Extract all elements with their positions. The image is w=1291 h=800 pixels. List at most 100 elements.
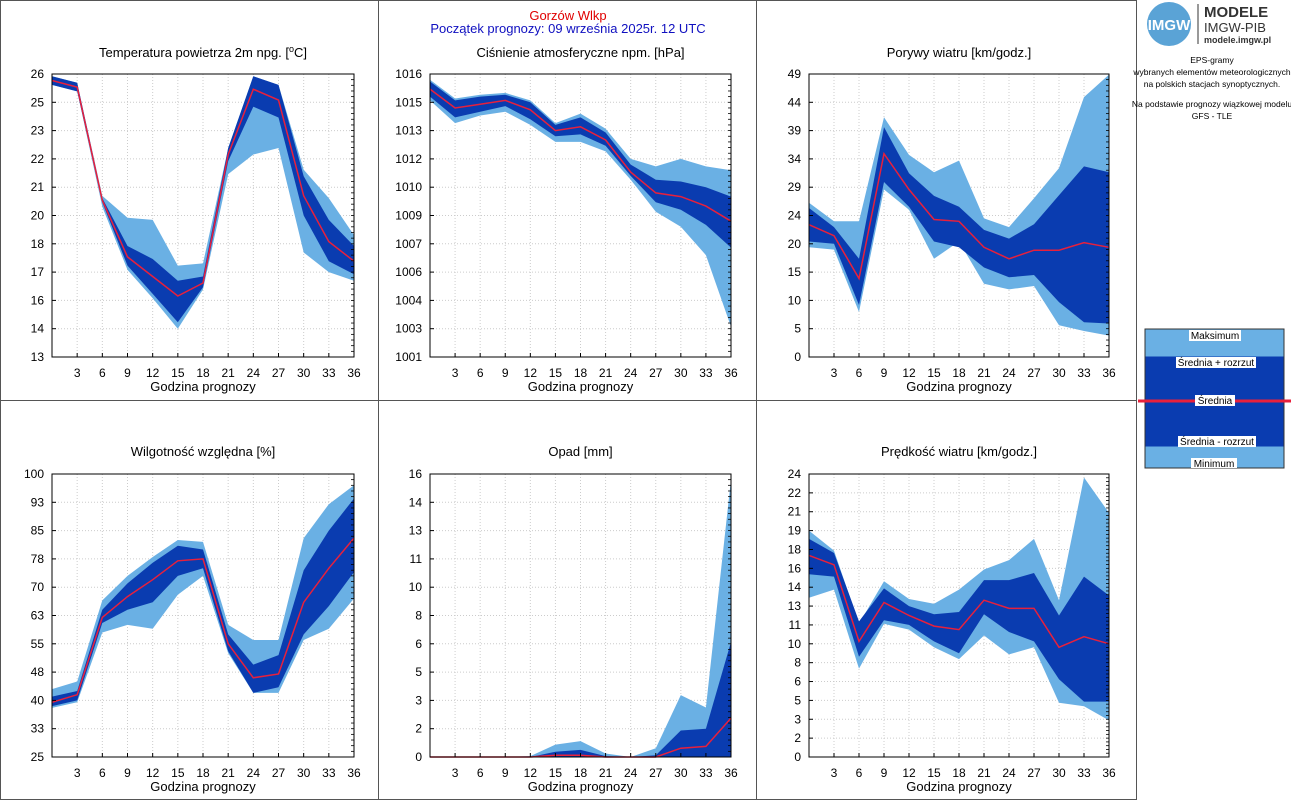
x-tick-label: 18 [574,766,588,780]
y-tick-label: 22 [788,486,802,500]
y-tick-label: 78 [31,552,45,566]
mean-line [51,537,355,704]
y-tick-label: 10 [788,637,802,651]
spread-band [809,127,1109,324]
y-tick-label: 29 [788,180,802,194]
chart-title: Ciśnienie atmosferyczne npm. [hPa] [476,45,684,60]
y-tick-label: 25 [31,95,45,109]
y-tick-label: 55 [31,637,45,651]
legend-plus-label: Średnia + rozrzut [1178,356,1255,369]
y-tick-label: 1001 [395,350,422,364]
x-tick-label: 36 [724,766,738,780]
x-tick-label: 12 [902,766,916,780]
chart-title: Prędkość wiatru [km/godz.] [881,444,1037,459]
y-tick-label: 25 [31,750,45,764]
y-tick-label: 0 [794,350,801,364]
x-tick-label: 15 [171,366,185,380]
x-tick-label: 12 [524,766,538,780]
y-tick-label: 14 [31,322,45,336]
x-tick-label: 27 [272,766,286,780]
x-tick-label: 36 [724,366,738,380]
legend-min-label: Minimum [1194,459,1235,470]
legend-max-label: Maksimum [1191,331,1239,342]
minmax-band [809,477,1109,721]
x-tick-label: 24 [247,366,261,380]
spread-band [52,76,354,323]
x-tick-label: 30 [1052,766,1066,780]
y-tick-label: 100 [24,467,44,481]
x-tick-label: 15 [927,366,941,380]
x-tick-label: 36 [347,366,361,380]
imgw-logo: IMGW MODELE IMGW-PIB modele.imgw.pl [1147,2,1271,46]
x-tick-label: 18 [952,766,966,780]
legend-min-band [1145,446,1284,468]
x-tick-label: 9 [881,366,888,380]
x-tick-label: 3 [74,766,81,780]
chart-panel: 3 6 9 12 15 18 21 24 27 30 33 360235681011131416181… [788,444,1116,794]
y-tick-label: 5 [794,693,801,707]
x-tick-label: 27 [272,366,286,380]
y-tick-label: 17 [31,265,45,279]
y-tick-label: 26 [31,67,45,81]
x-tick-label: 15 [171,766,185,780]
y-tick-label: 14 [788,580,802,594]
y-tick-label: 13 [409,524,423,538]
y-tick-label: 0 [794,750,801,764]
logo-letters: IMGW [1148,17,1191,34]
x-tick-label: 9 [502,766,509,780]
x-tick-label: 12 [146,766,160,780]
x-tick-label: 6 [99,766,106,780]
x-tick-label: 24 [624,366,638,380]
x-tick-label: 12 [524,366,538,380]
y-tick-label: 1012 [395,152,422,166]
basis-line: GFS - TLE [1192,111,1233,121]
x-axis-label: Godzina prognozy [528,379,634,394]
y-tick-label: 18 [31,237,45,251]
x-tick-label: 21 [599,766,613,780]
x-tick-label: 33 [699,766,713,780]
y-tick-label: 33 [31,722,45,736]
x-tick-label: 18 [196,766,210,780]
y-tick-label: 2 [415,722,422,736]
chart-panel: 3 6 9 12 15 18 21 24 27 30 33 361314161718202122232… [31,44,361,394]
x-tick-label: 27 [1027,766,1041,780]
x-tick-label: 36 [1102,766,1116,780]
x-tick-label: 36 [1102,366,1116,380]
x-tick-label: 36 [347,766,361,780]
y-tick-label: 34 [788,152,802,166]
y-tick-label: 1003 [395,322,422,336]
y-tick-label: 8 [794,656,801,670]
x-tick-label: 18 [196,366,210,380]
y-tick-label: 14 [409,495,423,509]
y-tick-label: 1013 [395,124,422,138]
x-tick-label: 24 [1002,366,1016,380]
desc-line: na polskich stacjach synoptycznych. [1144,79,1281,89]
desc-line: wybranych elementów meteorologicznych [1132,67,1291,77]
y-tick-label: 1006 [395,265,422,279]
x-tick-label: 15 [549,366,563,380]
x-tick-label: 18 [952,366,966,380]
y-tick-label: 10 [788,293,802,307]
logo-circle [1147,2,1191,46]
y-tick-label: 70 [31,580,45,594]
x-tick-label: 12 [902,366,916,380]
x-tick-label: 6 [856,766,863,780]
y-tick-label: 5 [415,665,422,679]
chart-panel: 3 6 9 12 15 18 21 24 27 30 33 362533404855637078859… [24,444,361,794]
mean-line [808,554,1110,649]
y-tick-label: 8 [415,609,422,623]
chart-title: Opad [mm] [548,444,612,459]
x-tick-label: 33 [322,366,336,380]
y-tick-label: 40 [31,693,45,707]
desc-line: EPS-gramy [1190,55,1234,65]
x-tick-label: 33 [1077,366,1091,380]
x-tick-label: 9 [124,766,131,780]
y-tick-label: 1004 [395,293,422,307]
chart-panel: 3 6 9 12 15 18 21 24 27 30 33 360235681011131416Opa… [409,444,738,794]
x-tick-label: 30 [674,366,688,380]
y-tick-label: 49 [788,67,802,81]
y-tick-label: 5 [794,322,801,336]
x-tick-label: 6 [856,366,863,380]
x-tick-label: 27 [649,766,663,780]
x-tick-label: 21 [977,366,991,380]
